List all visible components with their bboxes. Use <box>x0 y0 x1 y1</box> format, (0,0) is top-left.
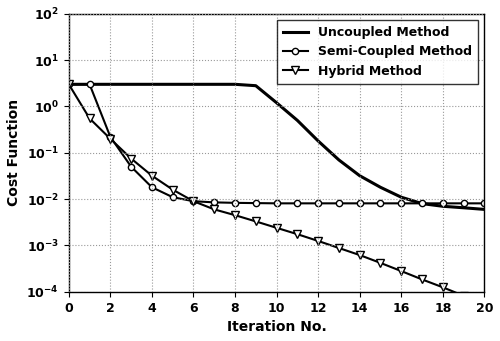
Uncoupled Method <box>108 82 114 86</box>
Hybrid Method <box>356 253 362 257</box>
Uncoupled Method <box>398 195 404 199</box>
Semi-Coupled Method <box>66 82 72 86</box>
Uncoupled Method <box>294 118 300 122</box>
Uncoupled Method <box>86 82 92 86</box>
Line: Uncoupled Method: Uncoupled Method <box>69 84 484 209</box>
Semi-Coupled Method <box>128 165 134 169</box>
Uncoupled Method <box>211 82 217 86</box>
Uncoupled Method <box>128 82 134 86</box>
Hybrid Method <box>440 285 446 289</box>
Hybrid Method <box>211 207 217 211</box>
Uncoupled Method <box>315 139 321 143</box>
Hybrid Method <box>232 213 238 217</box>
Hybrid Method <box>398 269 404 273</box>
Hybrid Method <box>294 232 300 236</box>
Semi-Coupled Method <box>232 201 238 205</box>
Uncoupled Method <box>232 82 238 86</box>
Semi-Coupled Method <box>211 200 217 204</box>
Y-axis label: Cost Function: Cost Function <box>7 99 21 206</box>
X-axis label: Iteration No.: Iteration No. <box>226 320 326 334</box>
Semi-Coupled Method <box>398 201 404 205</box>
Hybrid Method <box>253 219 259 223</box>
Semi-Coupled Method <box>274 201 280 205</box>
Semi-Coupled Method <box>190 199 196 203</box>
Hybrid Method <box>86 116 92 120</box>
Uncoupled Method <box>170 82 175 86</box>
Line: Hybrid Method: Hybrid Method <box>64 80 488 309</box>
Uncoupled Method <box>419 202 425 206</box>
Hybrid Method <box>108 137 114 141</box>
Hybrid Method <box>274 226 280 230</box>
Uncoupled Method <box>356 174 362 178</box>
Uncoupled Method <box>190 82 196 86</box>
Semi-Coupled Method <box>440 201 446 205</box>
Uncoupled Method <box>253 84 259 88</box>
Semi-Coupled Method <box>86 82 92 86</box>
Legend: Uncoupled Method, Semi-Coupled Method, Hybrid Method: Uncoupled Method, Semi-Coupled Method, H… <box>276 20 478 84</box>
Semi-Coupled Method <box>482 201 488 205</box>
Semi-Coupled Method <box>170 195 175 199</box>
Semi-Coupled Method <box>460 201 466 205</box>
Semi-Coupled Method <box>108 135 114 139</box>
Uncoupled Method <box>66 82 72 86</box>
Uncoupled Method <box>149 82 155 86</box>
Hybrid Method <box>149 174 155 178</box>
Semi-Coupled Method <box>315 201 321 205</box>
Hybrid Method <box>460 294 466 298</box>
Semi-Coupled Method <box>378 201 384 205</box>
Semi-Coupled Method <box>336 201 342 205</box>
Uncoupled Method <box>482 207 488 211</box>
Semi-Coupled Method <box>253 201 259 205</box>
Hybrid Method <box>66 82 72 86</box>
Uncoupled Method <box>336 158 342 162</box>
Hybrid Method <box>336 246 342 250</box>
Uncoupled Method <box>378 185 384 189</box>
Hybrid Method <box>170 188 175 192</box>
Semi-Coupled Method <box>419 201 425 205</box>
Uncoupled Method <box>440 204 446 208</box>
Hybrid Method <box>190 199 196 203</box>
Hybrid Method <box>419 277 425 281</box>
Hybrid Method <box>315 239 321 243</box>
Semi-Coupled Method <box>294 201 300 205</box>
Semi-Coupled Method <box>356 201 362 205</box>
Uncoupled Method <box>460 206 466 210</box>
Hybrid Method <box>482 303 488 307</box>
Hybrid Method <box>128 157 134 161</box>
Semi-Coupled Method <box>149 185 155 189</box>
Uncoupled Method <box>274 101 280 105</box>
Line: Semi-Coupled Method: Semi-Coupled Method <box>66 81 488 206</box>
Hybrid Method <box>378 261 384 265</box>
